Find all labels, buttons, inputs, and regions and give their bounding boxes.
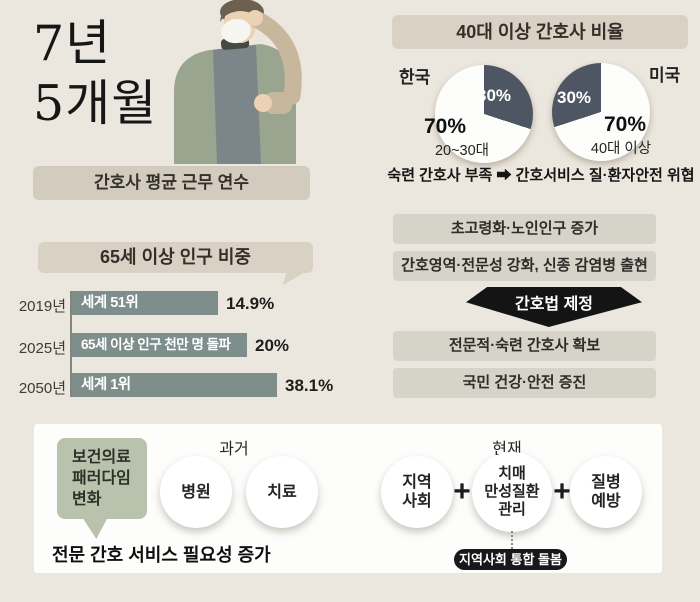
cause-box-aging: 초고령화·노인인구 증가 — [393, 214, 656, 244]
bar-2050: 세계 1위 — [72, 373, 277, 397]
bubble-line: 변화 — [72, 491, 102, 508]
tenure-months: 5개월 — [33, 75, 158, 132]
pie-chart-korea — [435, 65, 533, 163]
bubble-line: 보건의료 — [72, 449, 131, 466]
circle-text: 만성질환 — [484, 483, 540, 500]
average-tenure-figure: 7년 5개월 — [33, 14, 157, 134]
circle-text: 치료 — [267, 483, 297, 501]
circle-text: 예방 — [591, 493, 621, 510]
usa-label: 미국 — [649, 66, 681, 85]
dotted-connector — [511, 531, 513, 549]
pie-section-caption: 숙련 간호사 부족 ➡ 간호서비스 질·환자안전 위협 — [387, 167, 695, 184]
circle-dementia-care: 치매 만성질환 관리 — [472, 452, 552, 532]
circle-text: 병원 — [181, 483, 211, 501]
past-label: 과거 — [219, 441, 249, 458]
circle-hospital: 병원 — [160, 456, 232, 528]
circle-community: 지역 사회 — [381, 456, 453, 528]
tenure-years: 7년 — [33, 15, 112, 72]
bar-value-2050: 38.1% — [285, 376, 334, 395]
bar-year-2019: 2019년 — [18, 298, 66, 315]
circle-cure: 치료 — [246, 456, 318, 528]
usa-dark-slice-value: 30% — [557, 88, 592, 107]
circle-disease-prevention: 질병 예방 — [570, 456, 642, 528]
circle-text: 관리 — [498, 501, 526, 518]
community-care-pill: 지역사회 통합 돌봄 — [454, 549, 567, 570]
bar-chart-axis — [70, 291, 72, 397]
bar-year-2025: 2025년 — [18, 340, 66, 357]
circle-text: 질병 — [591, 474, 621, 491]
person-icon — [174, 0, 302, 164]
paradigm-bubble: 보건의료 패러다임 변화 — [57, 438, 147, 519]
plus-sign: + — [553, 475, 571, 508]
korea-light-slice-label: 20~30대 — [434, 143, 490, 159]
bar-2025: 65세 이상 인구 천만 명 돌파 — [72, 333, 247, 357]
effect-box-skilled-nurses: 전문적·숙련 간호사 확보 — [393, 331, 656, 361]
korea-light-slice-value: 70% — [424, 115, 467, 138]
korea-dark-slice-value: 30% — [477, 86, 512, 105]
circle-text: 치매 — [498, 465, 526, 482]
korea-label: 한국 — [399, 68, 431, 87]
circle-text: 사회 — [402, 493, 432, 510]
speech-bubble-tail — [283, 272, 305, 285]
bar-year-2050: 2050년 — [18, 380, 66, 397]
effect-box-public-health: 국민 건강·안전 증진 — [393, 368, 656, 398]
bar-value-2019: 14.9% — [226, 294, 275, 313]
average-tenure-caption: 간호사 평균 근무 연수 — [33, 166, 310, 200]
usa-light-slice-value: 70% — [604, 113, 647, 136]
bar-value-2025: 20% — [255, 336, 290, 355]
cause-box-nursing-domain: 간호영역·전문성 강화, 신종 감염병 출현 — [393, 251, 656, 281]
bubble-line: 패러다임 — [72, 470, 131, 487]
usa-light-slice-label: 40대 이상 — [590, 141, 652, 157]
population-chart-title: 65세 이상 인구 비중 — [38, 242, 313, 273]
plus-sign: + — [453, 475, 471, 508]
circle-text: 지역 — [402, 474, 432, 491]
stressed-nurse-illustration — [160, 0, 310, 169]
pie-section-title: 40대 이상 간호사 비율 — [392, 15, 688, 49]
nursing-act-label: 간호법 제정 — [514, 296, 594, 313]
card-footer-text: 전문 간호 서비스 필요성 증가 — [52, 545, 271, 565]
pie-chart-usa — [552, 63, 650, 161]
bar-2019: 세계 51위 — [72, 291, 218, 315]
